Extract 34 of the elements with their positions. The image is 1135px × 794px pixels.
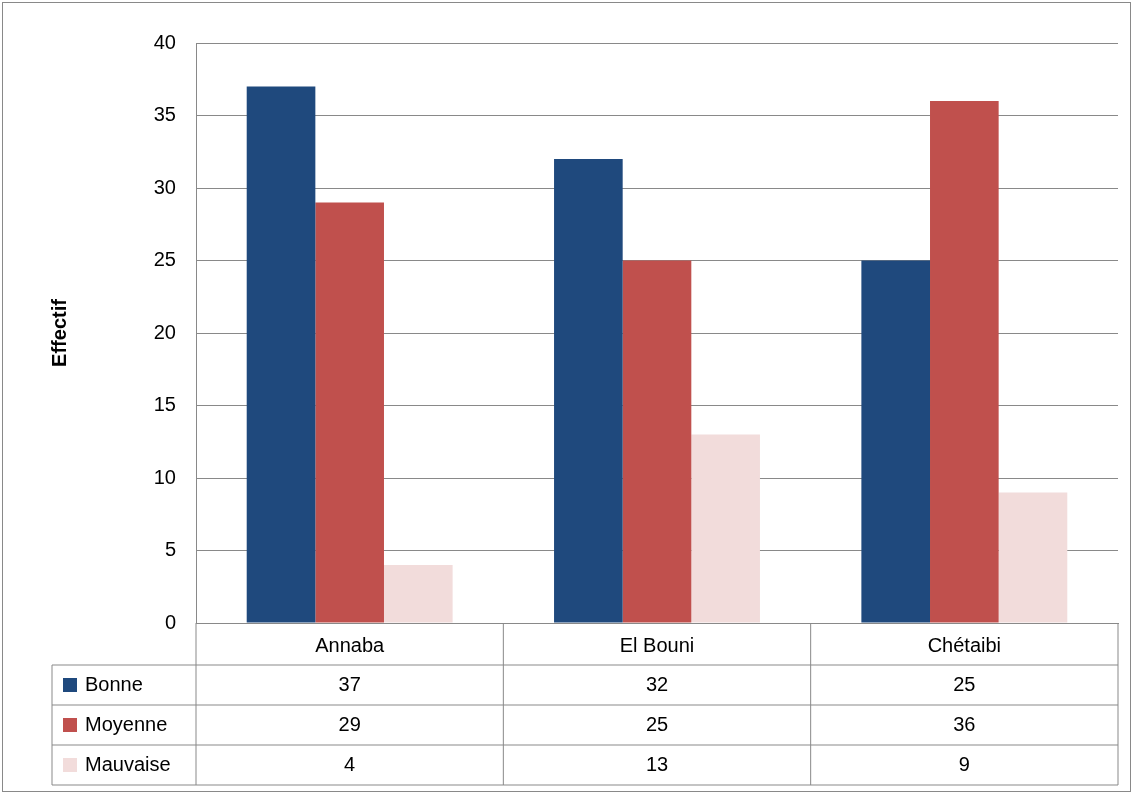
- y-tick-label: 35: [153, 103, 176, 126]
- data-label: 25: [953, 672, 976, 695]
- x-tick-label: Annaba: [315, 633, 386, 656]
- legend-label: Mauvaise: [85, 752, 171, 775]
- bar: [861, 260, 931, 623]
- x-tick-label: Chétaibi: [927, 633, 1002, 656]
- y-tick-label: 40: [153, 30, 176, 53]
- y-tick-label: 30: [153, 175, 176, 198]
- x-tick-label: El Bouni: [619, 633, 695, 656]
- y-tick-label: 20: [153, 320, 176, 343]
- bar: [554, 159, 623, 623]
- data-label: 25: [645, 712, 669, 735]
- data-label: 29: [338, 712, 361, 735]
- bar: [315, 202, 384, 623]
- y-tick-label: 5: [164, 538, 176, 561]
- y-axis-title: Effectif: [47, 298, 70, 367]
- y-tick-label: 25: [153, 248, 176, 271]
- bar: [383, 565, 453, 623]
- data-label: 9: [958, 752, 970, 775]
- data-label: 4: [344, 752, 356, 775]
- legend-label: Moyenne: [85, 712, 168, 735]
- y-tick-label: 15: [153, 393, 176, 416]
- data-label: 36: [953, 712, 976, 735]
- data-label: 32: [645, 672, 669, 695]
- y-tick-label: 0: [164, 610, 176, 633]
- legend-label: Bonne: [85, 672, 143, 695]
- bar: [246, 86, 316, 623]
- bar: [691, 434, 760, 623]
- bar: [998, 492, 1068, 623]
- y-tick-label: 10: [153, 465, 176, 488]
- data-label: 37: [338, 672, 361, 695]
- bar: [622, 260, 692, 623]
- data-label: 13: [645, 752, 669, 775]
- bar: [930, 101, 999, 623]
